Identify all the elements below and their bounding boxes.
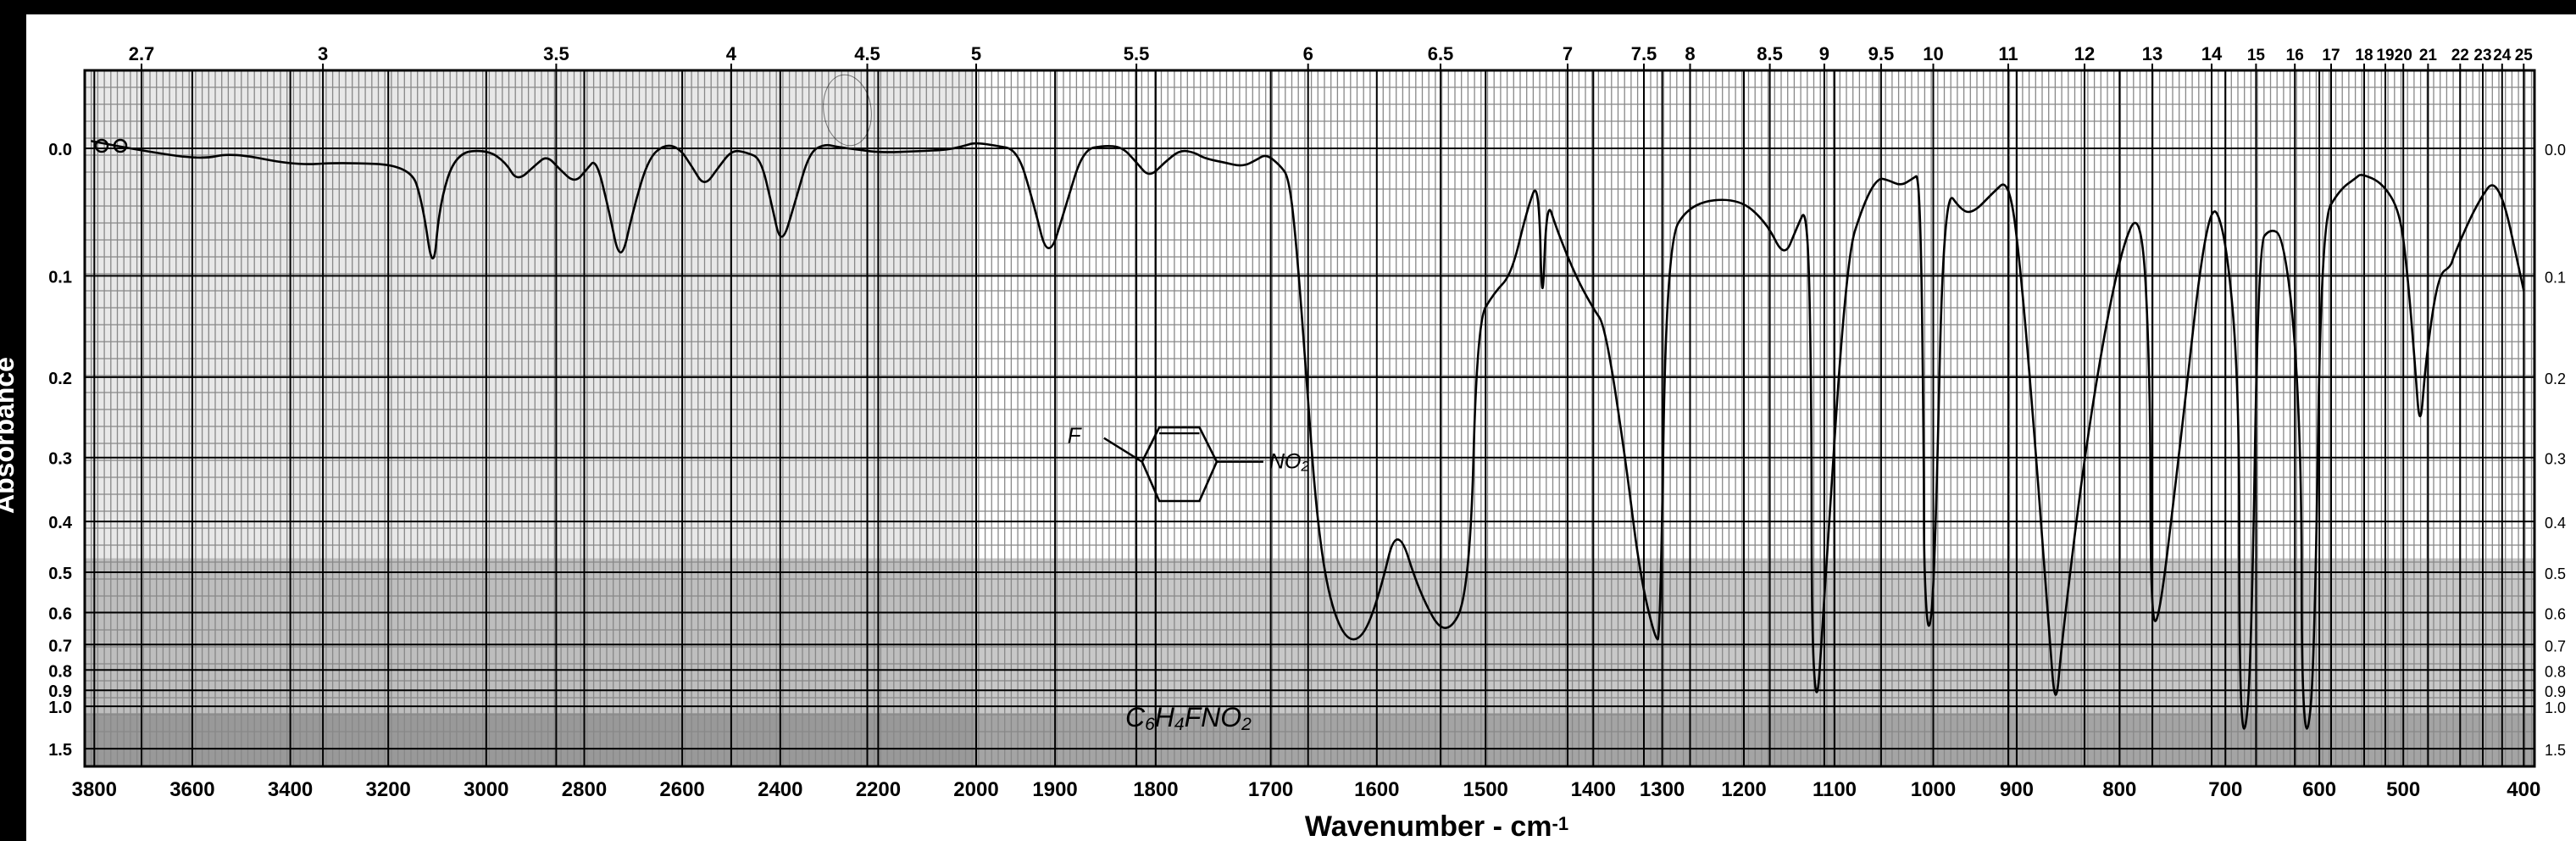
svg-text:0.7: 0.7	[2545, 638, 2566, 654]
svg-text:7: 7	[1563, 43, 1573, 64]
svg-text:1100: 1100	[1813, 778, 1857, 801]
svg-text:600: 600	[2302, 778, 2336, 801]
svg-text:2400: 2400	[758, 778, 802, 801]
svg-text:900: 900	[2000, 778, 2034, 801]
svg-text:1800: 1800	[1133, 778, 1178, 801]
svg-text:7.5: 7.5	[1631, 43, 1657, 64]
svg-text:14: 14	[2201, 43, 2223, 64]
svg-text:3400: 3400	[268, 778, 313, 801]
svg-text:2600: 2600	[659, 778, 704, 801]
svg-text:Wavenumber - cm-1: Wavenumber - cm-1	[1305, 810, 1568, 841]
svg-text:F: F	[1068, 423, 1083, 448]
svg-text:1.0: 1.0	[48, 699, 72, 717]
svg-text:9: 9	[1819, 43, 1829, 64]
svg-text:6: 6	[1303, 43, 1313, 64]
svg-text:0.4: 0.4	[48, 514, 73, 532]
svg-text:4: 4	[726, 43, 737, 64]
svg-text:0.6: 0.6	[48, 605, 72, 624]
svg-text:1900: 1900	[1032, 778, 1077, 801]
svg-text:1400: 1400	[1571, 778, 1616, 801]
svg-text:3800: 3800	[72, 778, 117, 801]
svg-text:0.3: 0.3	[48, 450, 72, 469]
svg-text:16: 16	[2286, 47, 2304, 64]
svg-text:3: 3	[318, 43, 328, 64]
svg-text:1.5: 1.5	[48, 741, 72, 760]
svg-text:0.9: 0.9	[2545, 683, 2566, 700]
svg-text:5.5: 5.5	[1124, 43, 1150, 64]
svg-text:3.5: 3.5	[543, 43, 569, 64]
svg-text:3200: 3200	[366, 778, 411, 801]
svg-text:0.0: 0.0	[48, 141, 72, 159]
svg-text:23: 23	[2473, 47, 2491, 64]
svg-text:0.2: 0.2	[2545, 370, 2566, 387]
svg-text:6.5: 6.5	[1428, 43, 1454, 64]
svg-text:500: 500	[2386, 778, 2420, 801]
svg-text:2.7: 2.7	[129, 43, 155, 64]
svg-text:18: 18	[2355, 47, 2373, 64]
svg-text:700: 700	[2208, 778, 2242, 801]
svg-text:0.7: 0.7	[48, 637, 72, 655]
svg-text:24: 24	[2493, 47, 2512, 64]
svg-text:0.8: 0.8	[48, 662, 72, 681]
svg-text:0.1: 0.1	[48, 268, 72, 287]
svg-text:22: 22	[2451, 47, 2469, 64]
svg-text:11: 11	[1998, 43, 2018, 64]
svg-text:0.0: 0.0	[2545, 142, 2566, 159]
svg-text:2000: 2000	[953, 778, 998, 801]
svg-text:20: 20	[2395, 47, 2412, 64]
svg-text:8: 8	[1685, 43, 1695, 64]
svg-text:19: 19	[2376, 47, 2394, 64]
svg-text:1200: 1200	[1721, 778, 1766, 801]
svg-text:5: 5	[971, 43, 981, 64]
svg-text:1700: 1700	[1248, 778, 1293, 801]
svg-text:0.8: 0.8	[2545, 663, 2566, 680]
svg-text:3600: 3600	[169, 778, 214, 801]
svg-text:13: 13	[2142, 43, 2162, 64]
svg-text:8.5: 8.5	[1757, 43, 1783, 64]
svg-text:1600: 1600	[1354, 778, 1399, 801]
svg-text:1.5: 1.5	[2545, 742, 2566, 759]
svg-text:800: 800	[2102, 778, 2136, 801]
svg-text:0.1: 0.1	[2545, 269, 2566, 286]
svg-text:12: 12	[2074, 43, 2095, 64]
svg-text:3000: 3000	[464, 778, 508, 801]
svg-text:1000: 1000	[1911, 778, 1956, 801]
svg-text:0.4: 0.4	[2545, 515, 2566, 532]
svg-text:15: 15	[2247, 47, 2266, 64]
svg-text:1500: 1500	[1463, 778, 1508, 801]
svg-text:21: 21	[2419, 47, 2438, 64]
svg-text:2800: 2800	[562, 778, 607, 801]
svg-text:0.5: 0.5	[2545, 565, 2566, 582]
svg-text:1.0: 1.0	[2545, 699, 2566, 716]
svg-text:2200: 2200	[856, 778, 901, 801]
svg-text:25: 25	[2515, 47, 2534, 64]
svg-text:0.6: 0.6	[2545, 606, 2566, 623]
svg-text:400: 400	[2507, 778, 2540, 801]
svg-text:C6H4FNO2: C6H4FNO2	[1125, 702, 1252, 734]
svg-text:10: 10	[1923, 43, 1943, 64]
svg-text:9.5: 9.5	[1868, 43, 1895, 64]
svg-text:Absorbance: Absorbance	[0, 357, 19, 514]
svg-text:0.3: 0.3	[2545, 451, 2566, 468]
svg-text:17: 17	[2322, 47, 2340, 64]
svg-text:0.5: 0.5	[48, 565, 72, 583]
svg-text:1300: 1300	[1640, 778, 1685, 801]
svg-text:0.2: 0.2	[48, 370, 72, 388]
svg-text:4.5: 4.5	[854, 43, 880, 64]
